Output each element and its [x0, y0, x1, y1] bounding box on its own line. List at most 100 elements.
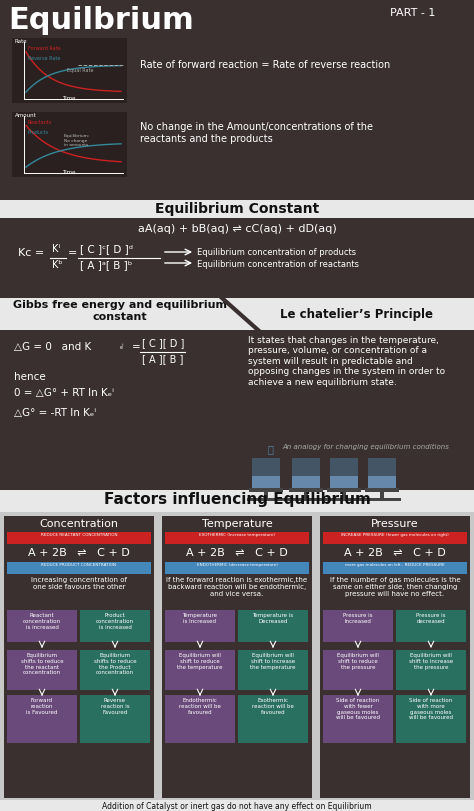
Text: Reverse Rate: Reverse Rate	[28, 56, 60, 61]
Bar	[7, 532, 151, 544]
Bar	[330, 458, 358, 488]
Bar	[12, 112, 127, 177]
Bar	[165, 610, 235, 642]
Text: Time: Time	[62, 170, 76, 175]
Text: Equilibrium will
shift to increase
the pressure: Equilibrium will shift to increase the p…	[409, 653, 453, 670]
Bar	[238, 695, 308, 743]
Text: It states that changes in the temperature,
pressure, volume, or concentration of: It states that changes in the temperatur…	[248, 336, 445, 387]
Text: INCREASE PRESSURE (fewer gas molecules on right): INCREASE PRESSURE (fewer gas molecules o…	[341, 533, 449, 537]
Text: aA(aq) + bB(aq) ⇌ cC(aq) + dD(aq): aA(aq) + bB(aq) ⇌ cC(aq) + dD(aq)	[137, 224, 337, 234]
Text: 0 = △G° + RT ln Kₑⁱ: 0 = △G° + RT ln Kₑⁱ	[14, 388, 114, 398]
Text: Side of reaction
with more
gaseous moles
will be favoured: Side of reaction with more gaseous moles…	[409, 698, 453, 720]
Bar	[240, 298, 474, 330]
Bar	[325, 498, 363, 501]
Bar	[238, 610, 308, 642]
Bar	[292, 458, 320, 488]
Bar	[238, 650, 308, 690]
Text: Equilibrium will
shift to reduce
the pressure: Equilibrium will shift to reduce the pre…	[337, 653, 379, 670]
Text: Reverse
reaction is
Favoured: Reverse reaction is Favoured	[100, 698, 129, 714]
Text: ENDOTHERMIC (decrease temperature): ENDOTHERMIC (decrease temperature)	[197, 563, 277, 567]
Text: =: =	[68, 248, 77, 258]
Text: Equilibrium concentration of reactants: Equilibrium concentration of reactants	[197, 260, 359, 269]
Bar	[165, 695, 235, 743]
Text: Forward
reaction
is Favoured: Forward reaction is Favoured	[27, 698, 58, 714]
Text: Kc =: Kc =	[18, 248, 44, 258]
Bar	[4, 516, 154, 798]
Text: Products: Products	[28, 130, 49, 135]
Text: 💧: 💧	[268, 444, 274, 454]
Text: Equilbrium: Equilbrium	[8, 6, 194, 35]
Text: Addition of Catalyst or inert gas do not have any effect on Equilibrium: Addition of Catalyst or inert gas do not…	[102, 802, 372, 811]
Text: An analogy for changing equilibrium conditions: An analogy for changing equilibrium cond…	[282, 444, 449, 450]
Text: EXOTHERMIC (Increase temperature): EXOTHERMIC (Increase temperature)	[199, 533, 275, 537]
Text: PART - 1: PART - 1	[390, 8, 436, 18]
Bar	[396, 695, 466, 743]
Text: Temperature is
Decreased: Temperature is Decreased	[253, 613, 293, 624]
Text: Equal Rate: Equal Rate	[67, 68, 93, 73]
Bar	[323, 650, 393, 690]
Bar	[292, 476, 320, 488]
Bar	[165, 562, 309, 574]
Bar	[323, 610, 393, 642]
Text: Equilibrium Constant: Equilibrium Constant	[155, 202, 319, 216]
Text: [ C ]ᶜ[ D ]ᵈ: [ C ]ᶜ[ D ]ᵈ	[80, 244, 133, 254]
Text: Equilibrium concentration of products: Equilibrium concentration of products	[197, 248, 356, 257]
Text: Equilibrium
shifts to reduce
the reactant
concentration: Equilibrium shifts to reduce the reactan…	[21, 653, 64, 676]
Bar	[0, 0, 474, 200]
Text: Le chatelier’s Principle: Le chatelier’s Principle	[281, 308, 434, 321]
Text: [ A ][ B ]: [ A ][ B ]	[142, 354, 183, 364]
Text: =: =	[132, 342, 141, 352]
Text: Product
concentration
is increased: Product concentration is increased	[96, 613, 134, 629]
Text: Increasing concentration of
one side favours the other: Increasing concentration of one side fav…	[31, 577, 127, 590]
Text: Gibbs free energy and equilibrium
constant: Gibbs free energy and equilibrium consta…	[13, 300, 227, 322]
Bar	[7, 610, 77, 642]
Text: [ A ]ᵃ[ B ]ᵇ: [ A ]ᵃ[ B ]ᵇ	[80, 260, 132, 270]
Bar	[249, 488, 283, 492]
Bar	[165, 650, 235, 690]
Text: Rate of forward reaction = Rate of reverse reaction: Rate of forward reaction = Rate of rever…	[140, 60, 390, 70]
Bar	[12, 38, 127, 103]
Bar	[7, 562, 151, 574]
Text: A + 2B   ⇌   C + D: A + 2B ⇌ C + D	[28, 548, 130, 558]
Bar	[0, 200, 474, 218]
Bar	[80, 650, 150, 690]
Bar	[0, 490, 474, 512]
Bar	[396, 610, 466, 642]
Text: △G = 0   and K: △G = 0 and K	[14, 342, 91, 352]
Bar	[0, 298, 240, 330]
Text: △G° = -RT ln Kₑⁱ: △G° = -RT ln Kₑⁱ	[14, 408, 96, 418]
Text: Forward Rate: Forward Rate	[28, 46, 61, 51]
Bar	[252, 458, 280, 488]
Bar	[368, 476, 396, 488]
Text: Side of reaction
with fewer
gaseous moles
will be favoured: Side of reaction with fewer gaseous mole…	[336, 698, 380, 720]
Bar	[80, 695, 150, 743]
Text: Equilibrium will
shift to reduce
the temperature: Equilibrium will shift to reduce the tem…	[177, 653, 223, 670]
Bar	[252, 476, 280, 488]
Text: Exothermic
reaction will be
favoured: Exothermic reaction will be favoured	[252, 698, 294, 714]
Text: Endothermic
reaction will be
favoured: Endothermic reaction will be favoured	[179, 698, 221, 714]
Text: Equilibrium
shifts to reduce
the Product
concentration: Equilibrium shifts to reduce the Product…	[94, 653, 137, 676]
Text: Reactant
concentration
is increased: Reactant concentration is increased	[23, 613, 61, 629]
Text: Temperature: Temperature	[201, 519, 273, 529]
Text: If the forward reaction is exothermic,the
backward reaction will be endothermic,: If the forward reaction is exothermic,th…	[166, 577, 308, 597]
Text: [ C ][ D ]: [ C ][ D ]	[142, 338, 184, 348]
Bar	[323, 562, 467, 574]
Bar	[368, 458, 396, 488]
Text: A + 2B   ⇌   C + D: A + 2B ⇌ C + D	[344, 548, 446, 558]
Bar	[0, 800, 474, 811]
Text: Equilibrium will
shift to increase
the temperature: Equilibrium will shift to increase the t…	[250, 653, 296, 670]
Bar	[0, 218, 474, 298]
Bar	[330, 476, 358, 488]
Text: ₑⁱ: ₑⁱ	[120, 342, 125, 351]
Text: Time: Time	[62, 96, 76, 101]
Text: Reactants: Reactants	[28, 120, 52, 125]
Bar	[80, 610, 150, 642]
Bar	[7, 695, 77, 743]
Bar	[7, 650, 77, 690]
Text: REDUCE REACTANT CONCENTRATION: REDUCE REACTANT CONCENTRATION	[41, 533, 117, 537]
Text: more gas molecules on left - REDUCE PRESSURE: more gas molecules on left - REDUCE PRES…	[345, 563, 445, 567]
Text: hence: hence	[14, 372, 46, 382]
Text: Pressure: Pressure	[371, 519, 419, 529]
Text: Equilibrium:
No change
in amounts: Equilibrium: No change in amounts	[64, 134, 90, 148]
Bar	[240, 330, 474, 490]
